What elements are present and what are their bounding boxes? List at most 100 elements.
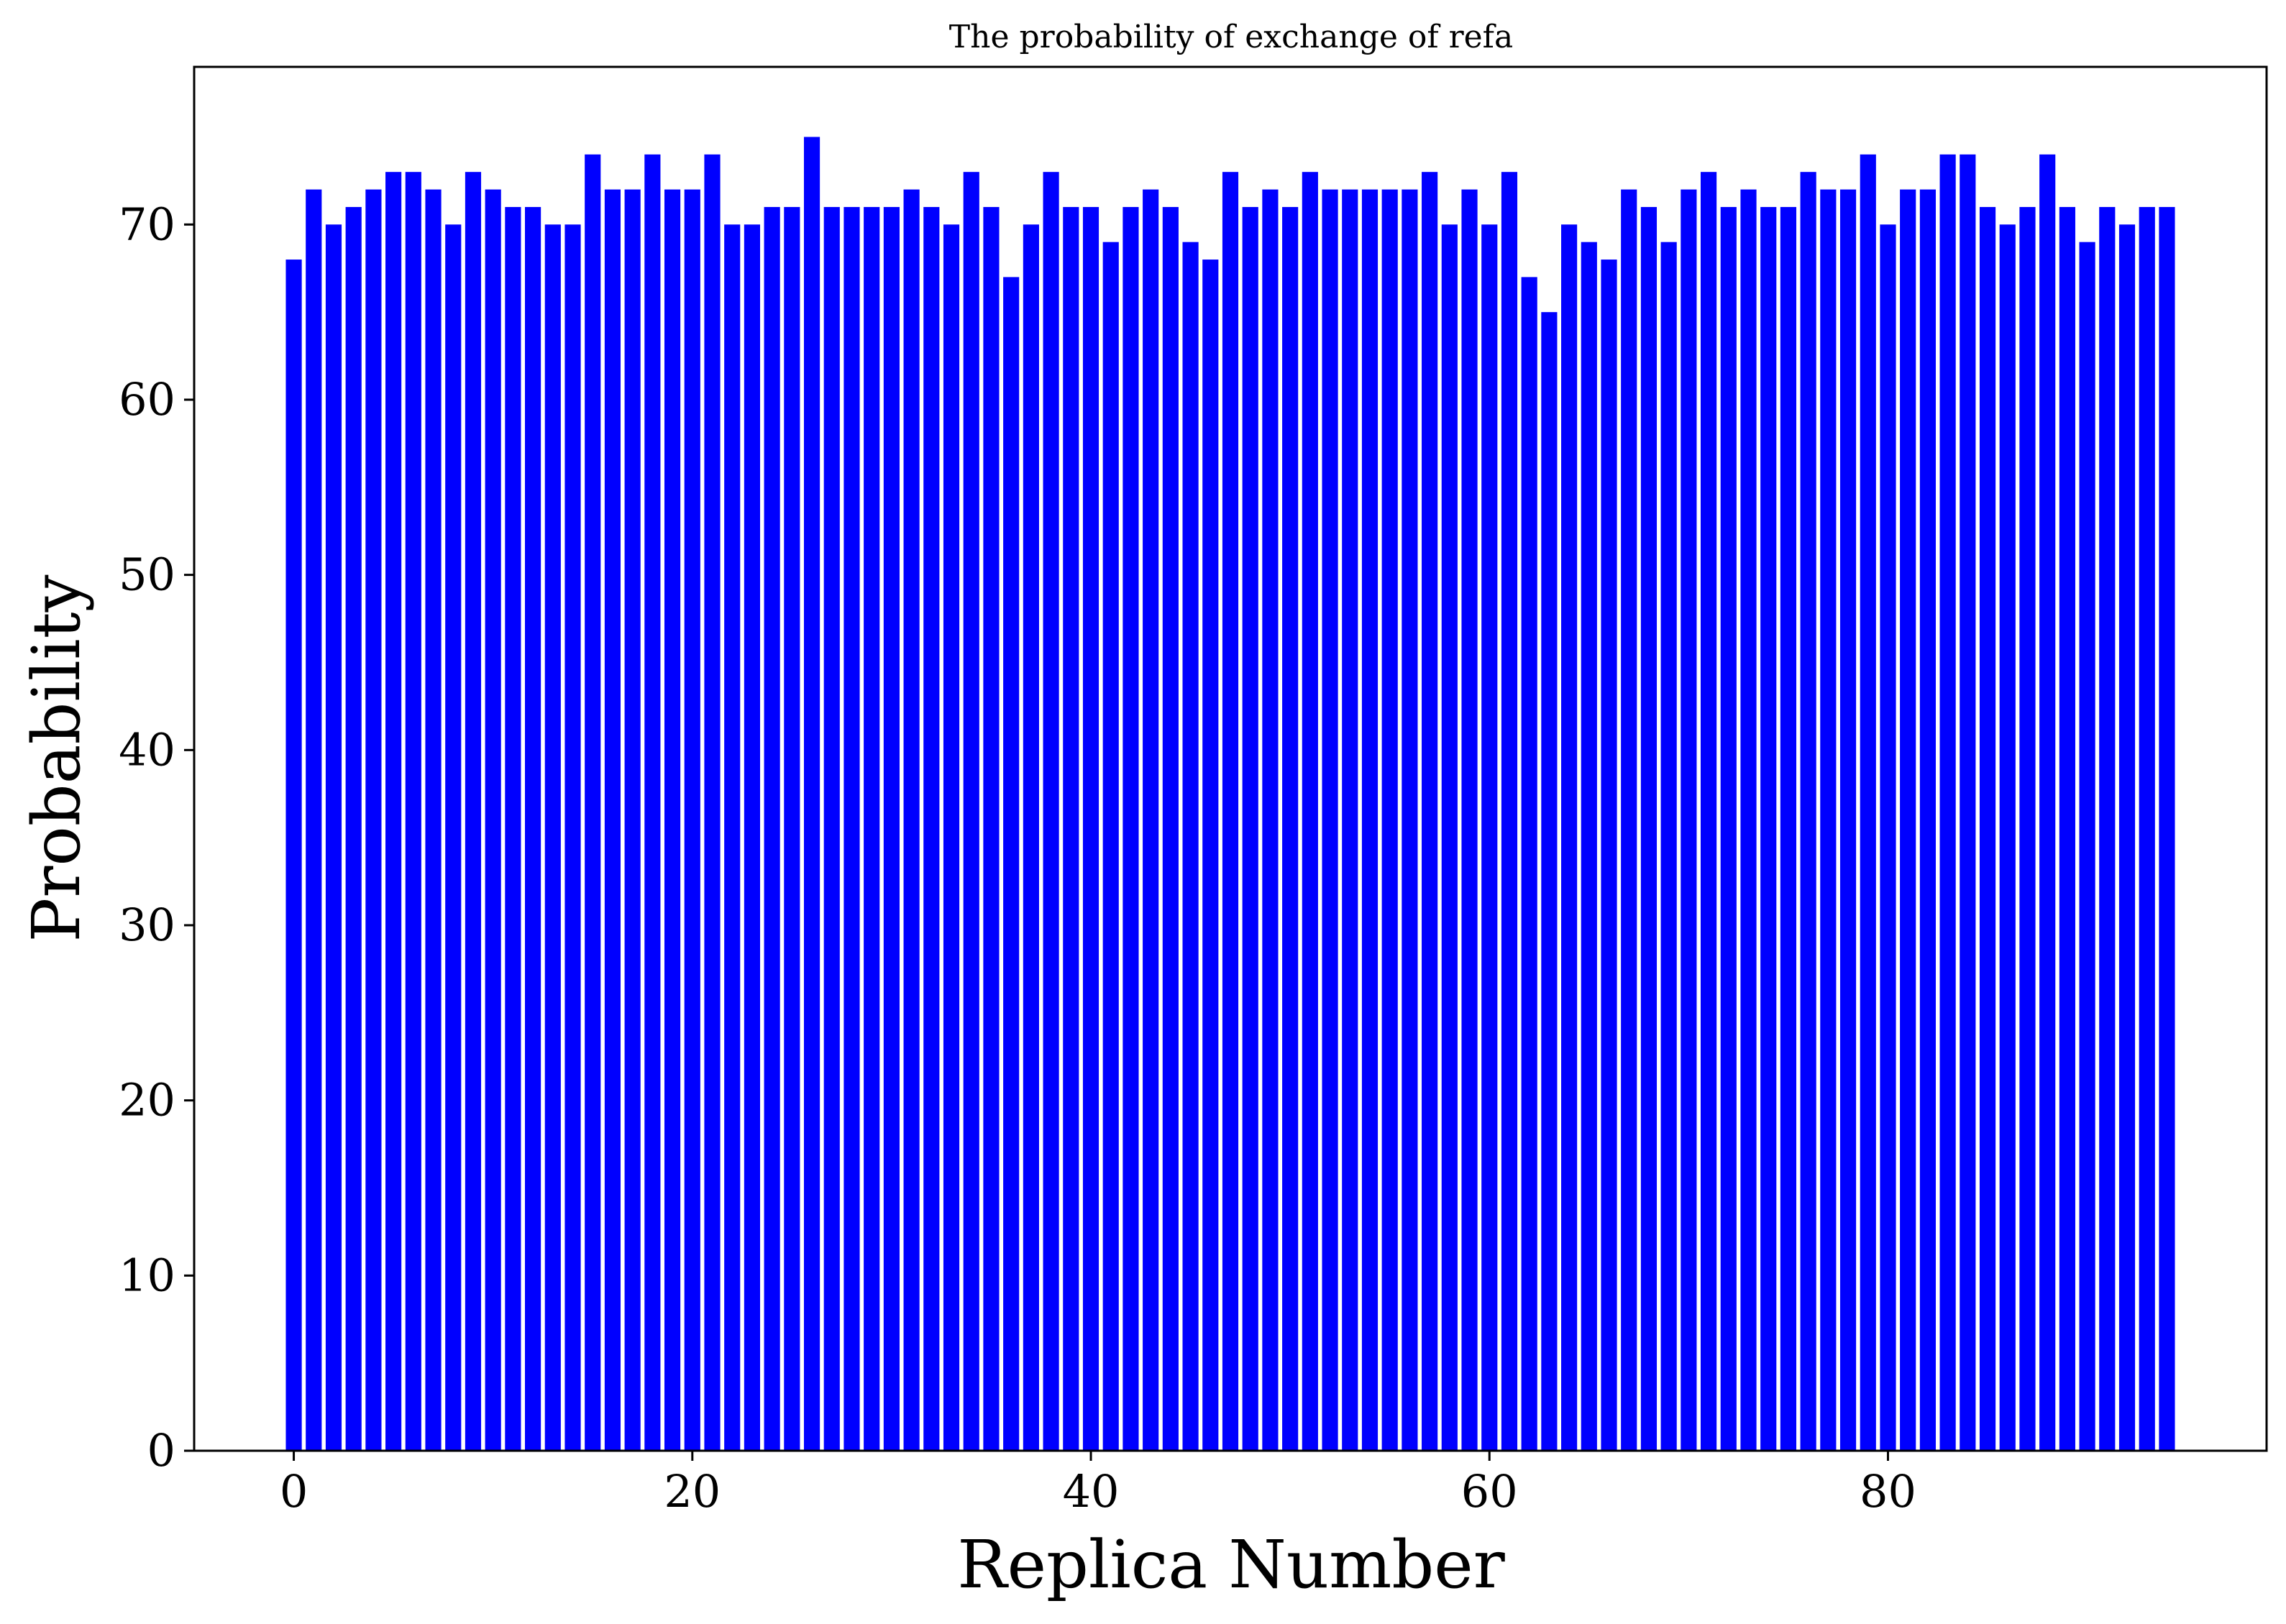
y-tick-label-40: 40 (119, 723, 175, 776)
bar-79 (1860, 154, 1876, 1451)
bar-38 (1043, 172, 1059, 1451)
bar-72 (1720, 206, 1737, 1451)
bar-54 (1361, 189, 1379, 1451)
y-axis-ticks: 0 10 20 30 40 50 60 70 (119, 198, 194, 1477)
bar-93 (2139, 206, 2155, 1451)
bar-53 (1342, 189, 1358, 1451)
x-tick-label-0: 0 (280, 1465, 308, 1518)
bars-group (285, 137, 2175, 1451)
bar-87 (2019, 206, 2036, 1451)
bar-20 (684, 189, 700, 1451)
bar-42 (1123, 206, 1139, 1451)
bar-40 (1082, 206, 1099, 1451)
bar-16 (604, 189, 621, 1451)
bar-22 (724, 224, 741, 1451)
bar-56 (1402, 189, 1418, 1451)
bar-13 (544, 224, 561, 1451)
bar-64 (1561, 224, 1578, 1451)
bar-28 (843, 206, 860, 1451)
bar-65 (1581, 242, 1597, 1451)
bar-11 (505, 206, 521, 1451)
bar-73 (1740, 189, 1757, 1451)
bar-60 (1481, 224, 1498, 1451)
bar-63 (1541, 312, 1558, 1451)
bar-48 (1242, 206, 1258, 1451)
bar-84 (1960, 154, 1976, 1451)
x-tick-label-40: 40 (1063, 1465, 1120, 1518)
bar-52 (1322, 189, 1338, 1451)
bar-41 (1102, 242, 1119, 1451)
bar-78 (1839, 189, 1857, 1451)
x-tick-label-20: 20 (664, 1465, 721, 1518)
bar-94 (2159, 206, 2175, 1451)
bar-8 (445, 224, 462, 1451)
chart-title: The probability of exchange of refa (949, 19, 1513, 55)
bar-36 (1003, 277, 1020, 1451)
bar-9 (465, 172, 482, 1451)
bar-49 (1262, 189, 1279, 1451)
bar-7 (425, 189, 442, 1451)
bar-37 (1023, 224, 1039, 1451)
bar-23 (744, 224, 761, 1451)
x-axis-ticks: 0 20 40 60 80 (280, 1451, 1916, 1518)
bar-19 (664, 189, 681, 1451)
bar-88 (2039, 154, 2056, 1451)
bar-4 (365, 189, 382, 1451)
bar-89 (2059, 206, 2075, 1451)
bar-68 (1640, 206, 1658, 1451)
bar-50 (1282, 206, 1299, 1451)
bar-90 (2079, 242, 2095, 1451)
bar-0 (285, 260, 302, 1451)
bar-15 (585, 154, 601, 1451)
bar-25 (784, 206, 800, 1451)
bar-31 (903, 189, 920, 1451)
y-tick-label-10: 10 (119, 1249, 175, 1301)
bar-74 (1760, 206, 1777, 1451)
bar-10 (485, 189, 501, 1451)
bar-17 (624, 189, 641, 1451)
bar-18 (644, 154, 661, 1451)
bar-62 (1521, 277, 1537, 1451)
bar-6 (405, 172, 421, 1451)
bar-35 (983, 206, 1000, 1451)
bar-59 (1461, 189, 1478, 1451)
bar-43 (1143, 189, 1159, 1451)
bar-27 (823, 206, 840, 1451)
plot-frame (193, 65, 2268, 1452)
bar-30 (883, 206, 900, 1451)
y-axis-label: Probability (18, 574, 95, 942)
bar-29 (864, 206, 880, 1451)
y-tick-label-20: 20 (119, 1074, 175, 1127)
y-tick-label-0: 0 (147, 1424, 175, 1477)
bar-45 (1182, 242, 1199, 1451)
bar-12 (525, 206, 541, 1451)
x-axis-label: Replica Number (957, 1526, 1504, 1603)
bar-92 (2118, 224, 2136, 1451)
bar-86 (1999, 224, 2016, 1451)
bar-85 (1979, 206, 1996, 1451)
bar-46 (1202, 260, 1219, 1451)
y-tick-label-50: 50 (119, 549, 175, 601)
bar-26 (803, 137, 820, 1451)
bar-67 (1621, 189, 1637, 1451)
bar-76 (1800, 172, 1816, 1451)
bar-75 (1780, 206, 1797, 1451)
y-tick-label-60: 60 (119, 373, 175, 426)
bar-2 (325, 224, 342, 1451)
bar-44 (1162, 206, 1179, 1451)
bar-1 (306, 189, 322, 1451)
bar-47 (1222, 172, 1239, 1451)
bar-21 (704, 154, 721, 1451)
bar-91 (2099, 206, 2116, 1451)
bar-69 (1660, 242, 1677, 1451)
bar-58 (1441, 224, 1458, 1451)
bar-66 (1601, 260, 1617, 1451)
bar-70 (1681, 189, 1697, 1451)
y-tick-label-30: 30 (119, 899, 175, 951)
y-tick-label-70: 70 (119, 198, 175, 250)
bar-3 (345, 206, 362, 1451)
bar-32 (923, 206, 940, 1451)
bar-33 (943, 224, 960, 1451)
bar-81 (1900, 189, 1916, 1451)
bar-39 (1063, 206, 1079, 1451)
